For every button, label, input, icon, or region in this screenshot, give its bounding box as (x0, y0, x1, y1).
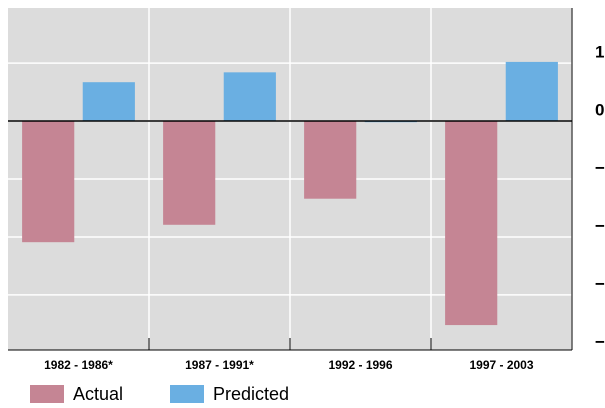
y-tick-label: −1 (595, 158, 605, 177)
x-tick-label: 1982 - 1986* (44, 358, 113, 372)
y-tick-label: −2 (595, 216, 605, 235)
bar (445, 121, 498, 326)
bar (22, 121, 75, 243)
legend-label: Predicted (213, 384, 289, 404)
bar (82, 82, 135, 122)
y-tick-label: 1 (595, 43, 604, 62)
bar (304, 121, 357, 199)
legend-swatch (30, 385, 64, 403)
bar (163, 121, 216, 225)
y-tick-label: 0 (595, 101, 604, 120)
y-tick-label: −3 (595, 274, 605, 293)
legend-swatch (170, 385, 204, 403)
y-tick-label: −4 (595, 332, 605, 351)
x-tick-label: 1987 - 1991* (185, 358, 254, 372)
bar (223, 72, 276, 122)
bar (505, 61, 558, 122)
x-tick-label: 1997 - 2003 (469, 358, 533, 372)
legend-label: Actual (73, 384, 123, 404)
x-tick-label: 1992 - 1996 (328, 358, 392, 372)
